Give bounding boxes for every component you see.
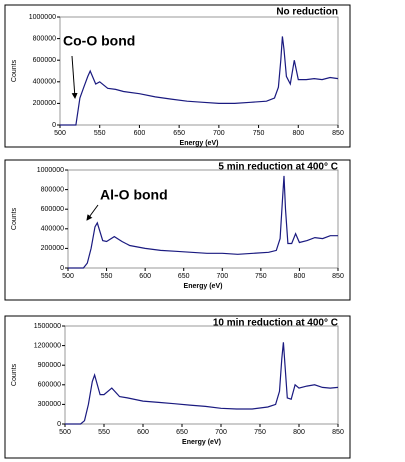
y-axis-label: Counts bbox=[11, 363, 18, 386]
chart-title: 10 min reduction at 400° C bbox=[213, 318, 338, 329]
y-tick-label: 0 bbox=[57, 421, 61, 428]
y-tick-label: 1500000 bbox=[34, 323, 61, 330]
x-tick-label: 500 bbox=[62, 273, 74, 280]
x-tick-label: 850 bbox=[332, 130, 344, 137]
y-tick-label: 200000 bbox=[41, 245, 64, 252]
y-axis-label: Counts bbox=[11, 207, 18, 230]
x-axis-label: Energy (eV) bbox=[182, 439, 221, 446]
chart-title: 5 min reduction at 400° C bbox=[218, 162, 338, 173]
y-tick-label: 800000 bbox=[41, 186, 64, 193]
panel-border bbox=[4, 315, 351, 459]
y-tick-label: 200000 bbox=[33, 100, 56, 107]
plot-area bbox=[59, 16, 339, 126]
x-tick-label: 800 bbox=[294, 273, 306, 280]
x-tick-label: 550 bbox=[94, 130, 106, 137]
spectrum-line bbox=[60, 36, 339, 126]
annotation-arrow bbox=[71, 55, 78, 99]
x-tick-label: 650 bbox=[178, 273, 190, 280]
x-tick-label: 750 bbox=[255, 273, 267, 280]
chart-panel: 0 300000 600000 900000 1200000 1500000 500 550 6… bbox=[4, 315, 351, 459]
y-tick-label: 300000 bbox=[38, 401, 61, 408]
x-tick-label: 750 bbox=[254, 429, 266, 436]
x-axis-label: Energy (eV) bbox=[180, 140, 219, 147]
panel-border bbox=[4, 4, 351, 148]
y-tick-label: 800000 bbox=[33, 35, 56, 42]
y-tick-label: 600000 bbox=[41, 206, 64, 213]
chart-panel: 0 200000 400000 600000 800000 1000000 500 550 60… bbox=[4, 4, 351, 148]
chart-panel: 0 200000 400000 600000 800000 1000000 500 550 60… bbox=[4, 159, 351, 301]
x-tick-label: 700 bbox=[213, 130, 225, 137]
y-tick-label: 1000000 bbox=[29, 14, 56, 21]
annotation: Co-O bond bbox=[63, 33, 135, 49]
x-tick-label: 500 bbox=[54, 130, 66, 137]
y-tick-label: 400000 bbox=[41, 226, 64, 233]
x-tick-label: 800 bbox=[292, 130, 304, 137]
spectrum-line bbox=[65, 342, 339, 425]
annotation: Al-O bond bbox=[100, 187, 168, 203]
y-tick-label: 400000 bbox=[33, 79, 56, 86]
y-tick-label: 0 bbox=[52, 122, 56, 129]
plot-area bbox=[67, 169, 339, 269]
x-tick-label: 600 bbox=[139, 273, 151, 280]
y-tick-label: 900000 bbox=[38, 362, 61, 369]
y-tick-label: 600000 bbox=[38, 382, 61, 389]
x-tick-label: 500 bbox=[59, 429, 71, 436]
panel-border bbox=[4, 159, 351, 301]
chart-title: No reduction bbox=[276, 7, 338, 18]
y-tick-label: 1200000 bbox=[34, 342, 61, 349]
x-tick-label: 750 bbox=[253, 130, 265, 137]
x-tick-label: 650 bbox=[173, 130, 185, 137]
x-tick-label: 850 bbox=[332, 429, 344, 436]
x-tick-label: 700 bbox=[216, 273, 228, 280]
x-tick-label: 600 bbox=[134, 130, 146, 137]
x-tick-label: 600 bbox=[137, 429, 149, 436]
x-tick-label: 550 bbox=[101, 273, 113, 280]
x-tick-label: 550 bbox=[98, 429, 110, 436]
x-tick-label: 700 bbox=[215, 429, 227, 436]
y-axis-label: Counts bbox=[11, 59, 18, 82]
y-tick-label: 0 bbox=[60, 265, 64, 272]
spectrum-line bbox=[68, 175, 338, 269]
y-tick-label: 1000000 bbox=[37, 167, 64, 174]
x-axis-label: Energy (eV) bbox=[184, 283, 223, 290]
x-tick-label: 850 bbox=[332, 273, 344, 280]
plot-area bbox=[64, 325, 339, 425]
annotation-arrow bbox=[86, 204, 99, 221]
x-tick-label: 800 bbox=[293, 429, 305, 436]
x-tick-label: 650 bbox=[176, 429, 188, 436]
y-tick-label: 600000 bbox=[33, 57, 56, 64]
